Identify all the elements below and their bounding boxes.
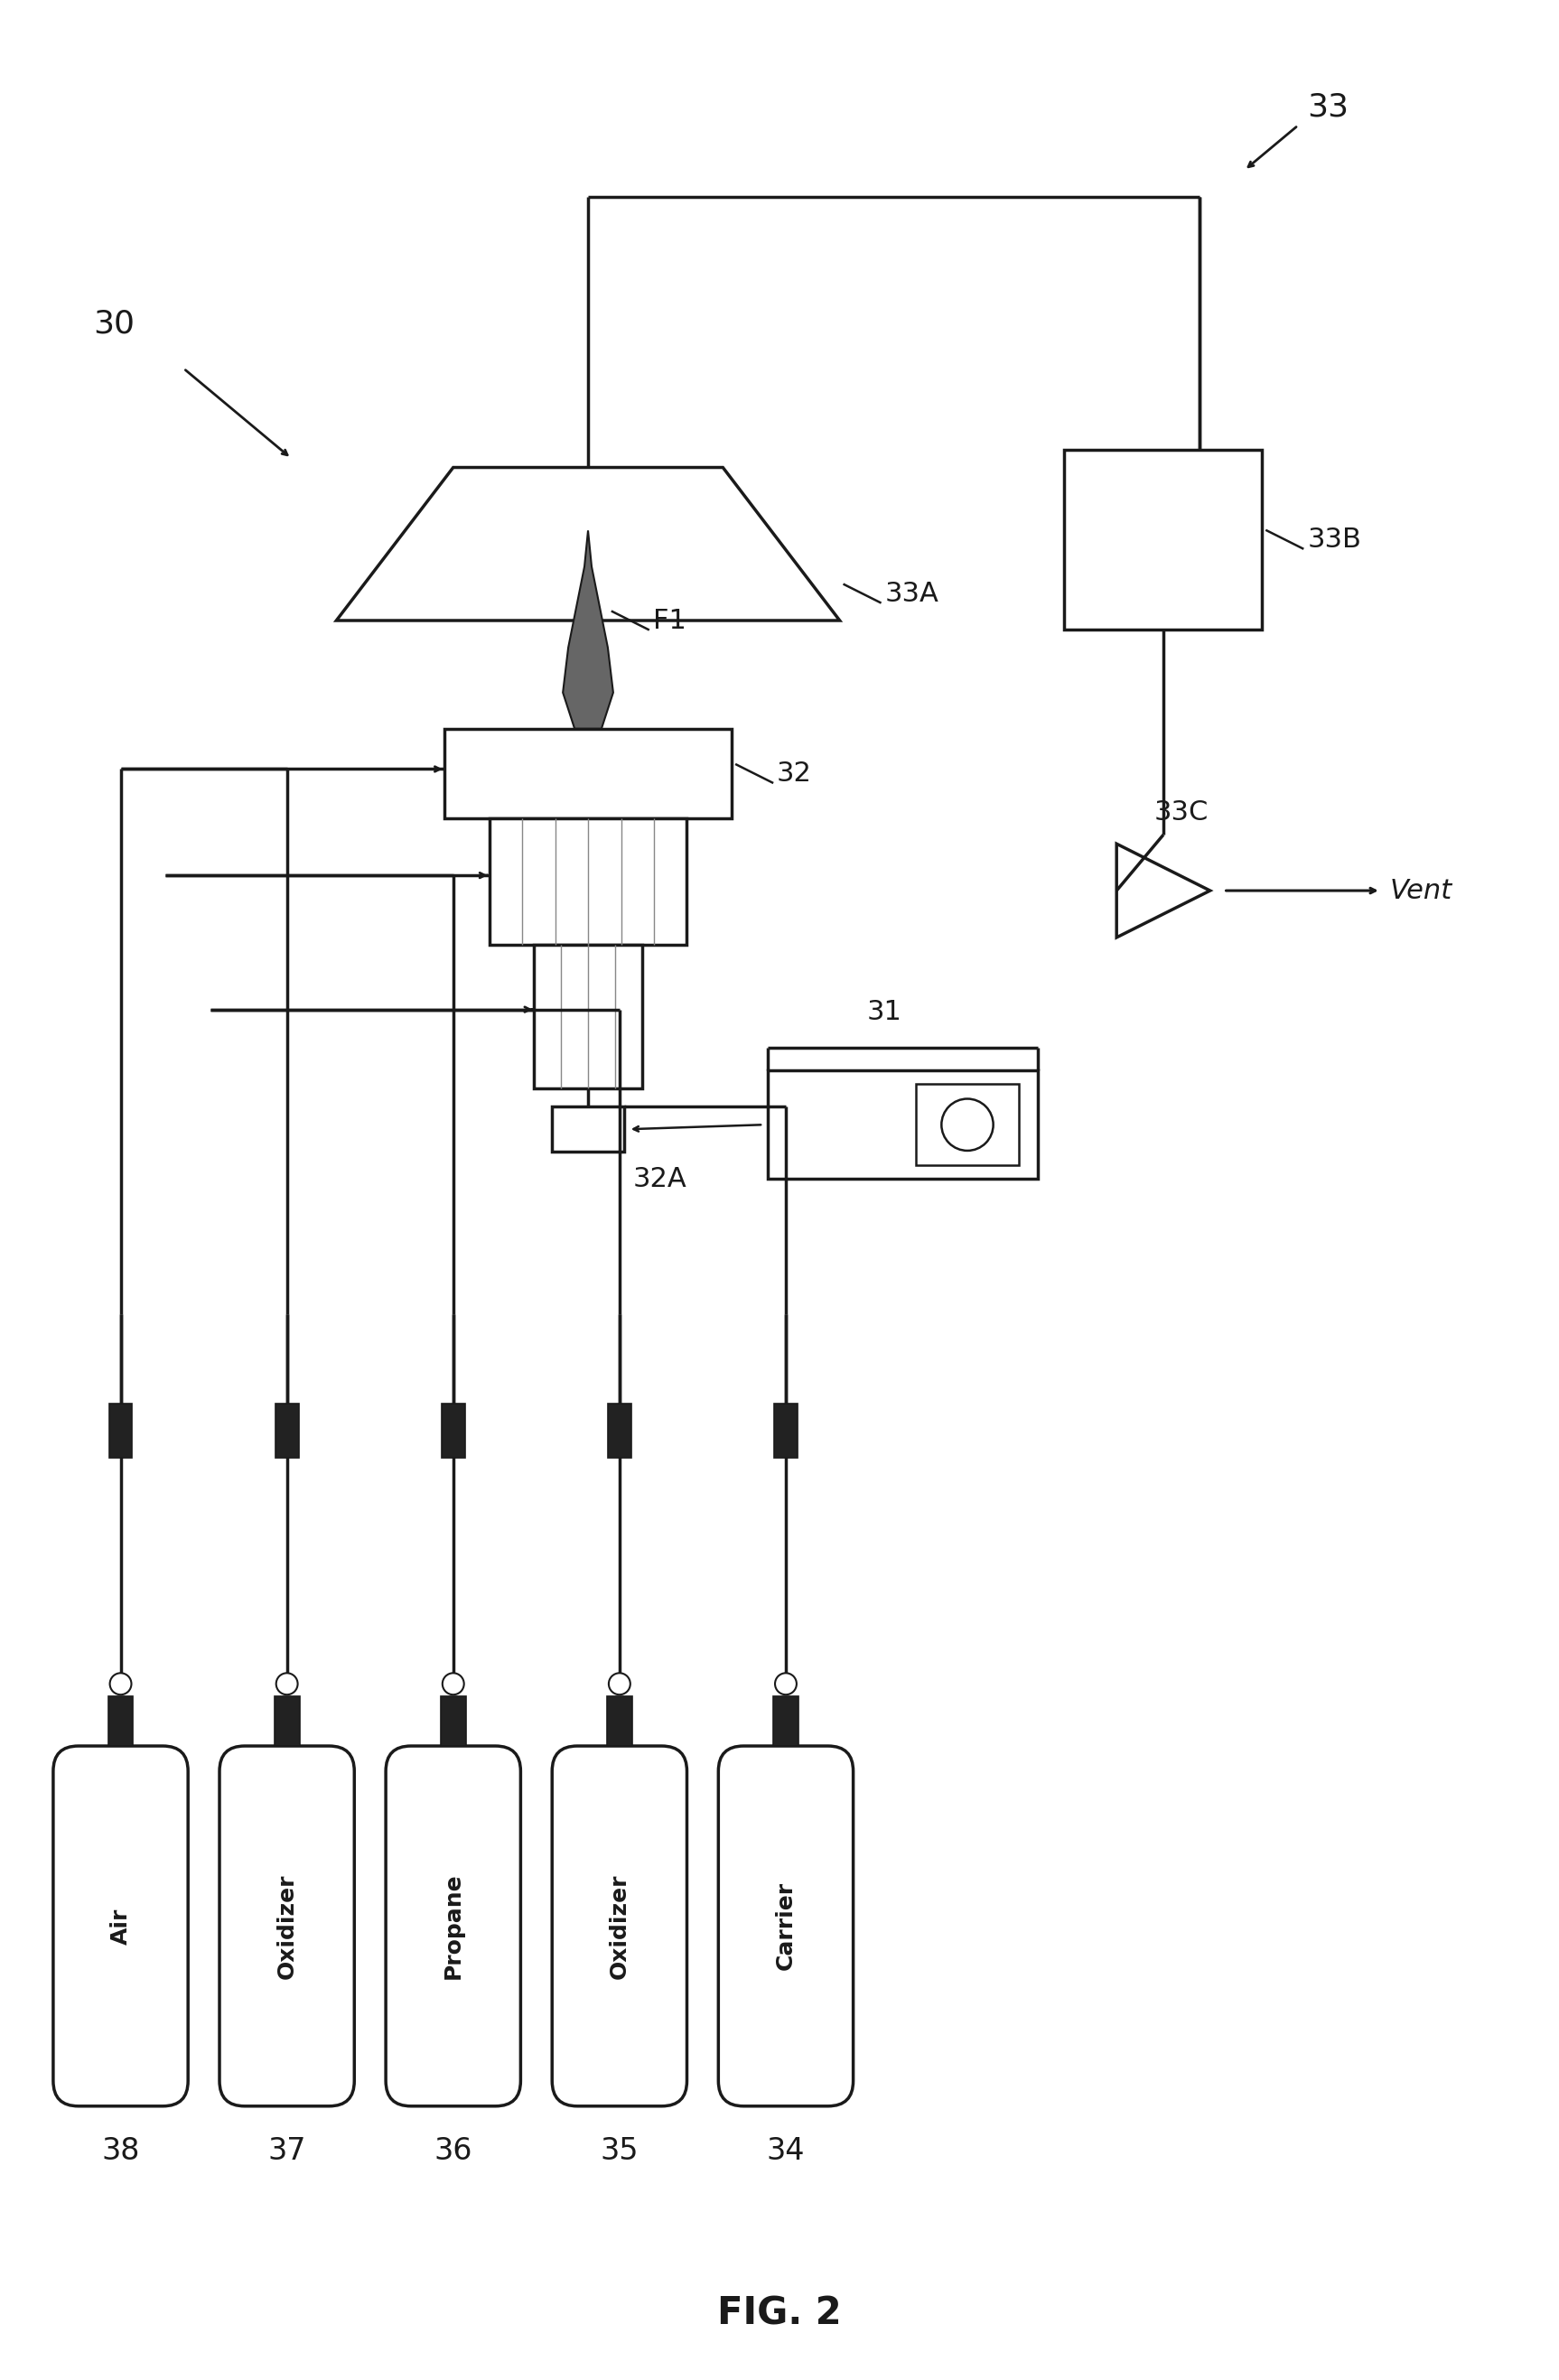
Bar <box>535 945 642 1088</box>
Circle shape <box>775 1673 797 1695</box>
Text: 33A: 33A <box>884 581 939 607</box>
Bar <box>773 1697 798 1747</box>
Text: Oxidizer: Oxidizer <box>276 1873 298 1978</box>
Bar <box>441 1404 465 1459</box>
FancyBboxPatch shape <box>53 1747 189 2106</box>
Circle shape <box>109 1673 131 1695</box>
Circle shape <box>443 1673 465 1695</box>
Bar <box>276 1404 299 1459</box>
Polygon shape <box>337 466 840 621</box>
Text: 33B: 33B <box>1306 526 1361 552</box>
Text: 37: 37 <box>268 2137 306 2166</box>
Bar <box>552 1107 624 1152</box>
Bar <box>917 1085 1018 1166</box>
Text: 32A: 32A <box>633 1166 688 1192</box>
Bar <box>108 1697 133 1747</box>
Text: 32: 32 <box>776 762 812 788</box>
Text: Carrier: Carrier <box>775 1883 797 1971</box>
Text: 35: 35 <box>600 2137 639 2166</box>
Text: 38: 38 <box>101 2137 140 2166</box>
Text: Propane: Propane <box>443 1873 465 1980</box>
Bar <box>444 728 731 819</box>
Text: 33: 33 <box>1306 93 1349 124</box>
Bar <box>274 1697 299 1747</box>
Text: Vent: Vent <box>1389 878 1453 904</box>
Text: 30: 30 <box>94 307 136 338</box>
Bar <box>606 1697 631 1747</box>
FancyBboxPatch shape <box>385 1747 521 2106</box>
Text: Oxidizer: Oxidizer <box>608 1873 630 1978</box>
Text: 31: 31 <box>867 1000 903 1026</box>
Bar <box>1065 450 1263 631</box>
Text: 36: 36 <box>433 2137 472 2166</box>
FancyBboxPatch shape <box>719 1747 853 2106</box>
FancyBboxPatch shape <box>552 1747 688 2106</box>
Bar <box>109 1404 133 1459</box>
Text: 33C: 33C <box>1154 800 1208 826</box>
Circle shape <box>276 1673 298 1695</box>
Text: F1: F1 <box>653 607 686 633</box>
Bar <box>490 819 688 945</box>
Circle shape <box>608 1673 630 1695</box>
Polygon shape <box>1116 845 1210 938</box>
Bar <box>608 1404 631 1459</box>
Text: 34: 34 <box>767 2137 804 2166</box>
Bar <box>775 1404 798 1459</box>
FancyBboxPatch shape <box>220 1747 354 2106</box>
Bar <box>769 1071 1037 1178</box>
Polygon shape <box>563 531 613 728</box>
Circle shape <box>942 1100 993 1150</box>
Text: Air: Air <box>109 1909 131 1944</box>
Text: FIG. 2: FIG. 2 <box>717 2294 842 2332</box>
Bar <box>441 1697 466 1747</box>
